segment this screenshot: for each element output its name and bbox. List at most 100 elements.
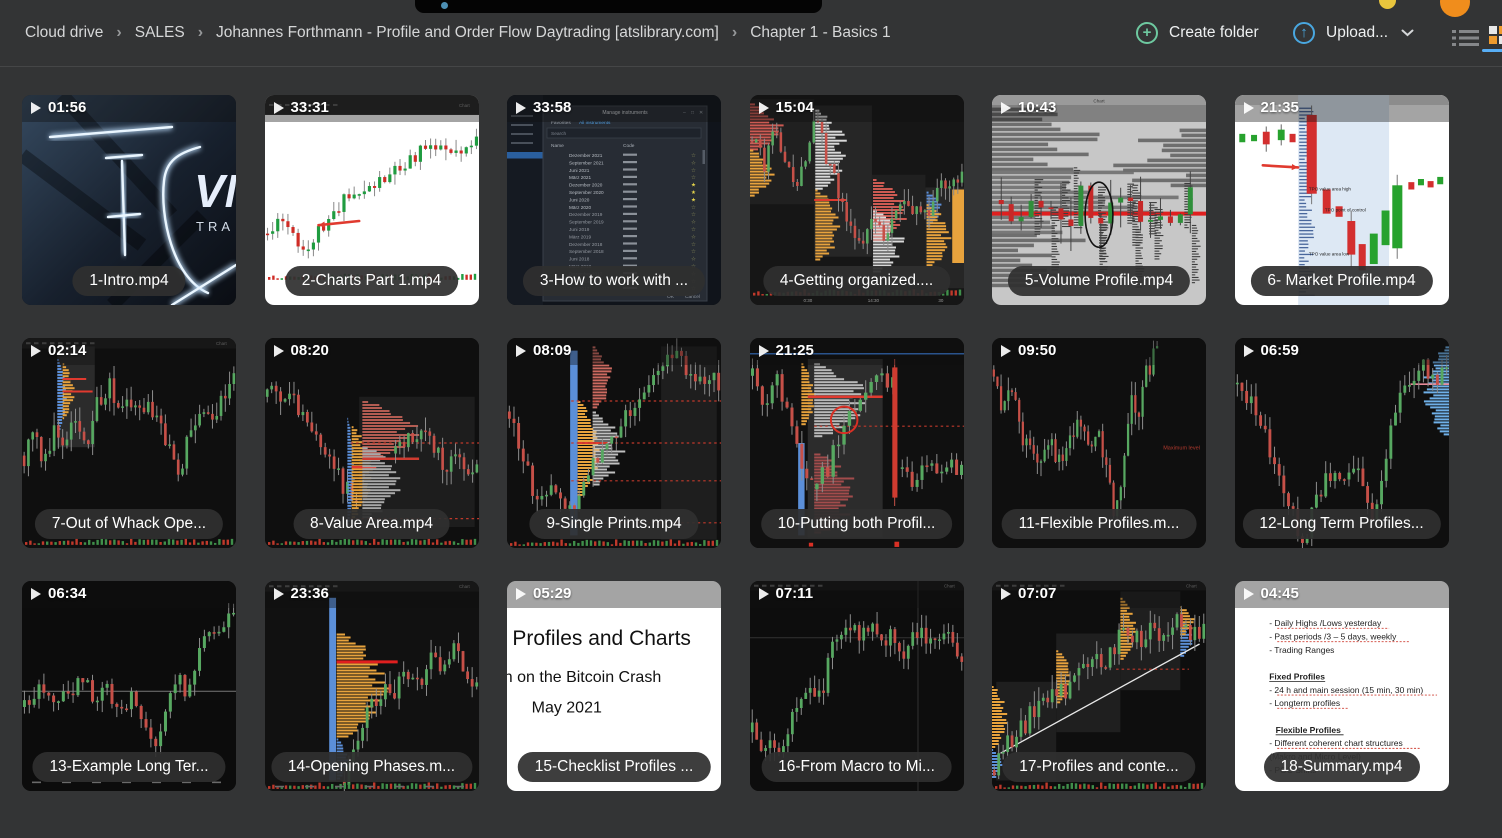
play-icon [273, 101, 284, 114]
duration-text: 01:56 [48, 99, 87, 116]
svg-text:- 24 h and main session (15: - 24 h and main session (15 min, 30 min) [1269, 685, 1423, 695]
duration-badge: 01:56 [31, 99, 86, 116]
filename-pill: 5-Volume Profile.mp4 [1007, 266, 1191, 296]
video-tile[interactable]: Chart 23:36 14-Opening Phases.m... [264, 581, 479, 791]
video-tile[interactable]: Chart 02:14 7-Out of Whack Ope... [22, 338, 236, 548]
filename-pill: 1-Intro.mp4 [72, 266, 186, 296]
breadcrumb-separator: › [731, 24, 738, 41]
svg-text:★: ★ [691, 189, 696, 196]
svg-text:☆: ☆ [691, 167, 696, 174]
svg-text:□: □ [691, 110, 694, 116]
video-tile[interactable]: - Daily Highs /Lows yesterday - Past peri… [1234, 581, 1449, 791]
duration-shade [1234, 95, 1449, 122]
svg-text:n on the Bitcoin Crash: n on the Bitcoin Crash [507, 669, 661, 686]
video-tile[interactable]: 08:20 8-Value Area.mp4 [264, 338, 479, 548]
duration-text: 33:58 [533, 99, 572, 116]
duration-badge: 33:31 [273, 99, 329, 116]
duration-shade [749, 95, 964, 122]
duration-text: 23:36 [290, 585, 329, 602]
svg-text:☆: ☆ [691, 159, 696, 166]
play-icon [273, 344, 284, 357]
video-grid: VM TRA 01:56 1-Intro.mp4 Chart 33:31 2-Ch… [22, 95, 1449, 791]
arrow-up-circle-icon: ↑ [1293, 22, 1315, 44]
video-tile[interactable]: 08:09 9-Single Prints.mp4 [507, 338, 721, 548]
play-icon [758, 101, 769, 114]
favicon-dot [441, 2, 448, 9]
play-icon [31, 101, 41, 114]
svg-text:Maximum level: Maximum level [1163, 445, 1200, 451]
upload-button[interactable]: ↑ Upload... [1293, 0, 1414, 66]
video-tile[interactable]: 21:25 10-Putting both Profil... [749, 338, 964, 548]
svg-text:Chart: Chart [216, 341, 228, 346]
svg-text:Dezember 2021: Dezember 2021 [569, 153, 603, 158]
video-tile[interactable]: 06:59 12-Long Term Profiles... [1234, 338, 1449, 548]
video-tile[interactable]: Maximum level 09:50 11-Flexible Profiles… [992, 338, 1206, 548]
duration-badge: 06:34 [31, 585, 86, 602]
svg-text:★: ★ [691, 196, 696, 203]
breadcrumb-item[interactable]: SALES [134, 24, 185, 41]
play-icon [1243, 101, 1254, 114]
create-folder-button[interactable]: + Create folder [1136, 0, 1259, 66]
svg-text:- Different coherent chart st: - Different coherent chart structures [1269, 738, 1403, 748]
play-icon [516, 344, 526, 357]
svg-text:September 2021: September 2021 [569, 160, 604, 165]
filename-pill: 10-Putting both Profil... [760, 509, 953, 539]
video-tile[interactable]: VM TRA 01:56 1-Intro.mp4 [22, 95, 236, 305]
svg-text:☆: ☆ [691, 152, 696, 159]
svg-text:Chart: Chart [459, 584, 471, 589]
svg-text:30: 30 [938, 298, 944, 303]
duration-shade [507, 581, 721, 608]
filename-pill: 6- Market Profile.mp4 [1250, 266, 1433, 296]
video-tile[interactable]: Chart 07:11 16-From Macro to Mi... [749, 581, 964, 791]
create-folder-label: Create folder [1169, 24, 1259, 41]
duration-shade [992, 338, 1206, 365]
svg-text:VM: VM [194, 165, 236, 217]
svg-text:Chart: Chart [459, 103, 471, 108]
svg-text:Dezember 2018: Dezember 2018 [569, 242, 603, 247]
duration-badge: 33:58 [516, 99, 571, 116]
svg-text:Chart: Chart [1186, 584, 1198, 589]
video-tile[interactable]: Profiles and Charts n on the Bitcoin Cras… [507, 581, 721, 791]
svg-text:☆: ☆ [691, 174, 696, 181]
svg-text:OK: OK [667, 294, 675, 300]
upload-dropdown-chevron-icon[interactable] [1401, 29, 1414, 37]
video-tile[interactable]: 06:34 13-Example Long Ter... [22, 581, 236, 791]
svg-text:Favorites: Favorites [551, 120, 571, 126]
duration-text: 21:25 [775, 342, 814, 359]
duration-badge: 09:50 [1001, 342, 1056, 359]
duration-shade [507, 95, 721, 122]
breadcrumb-item[interactable]: Chapter 1 - Basics 1 [750, 24, 891, 41]
video-tile[interactable]: Chart 33:31 2-Charts Part 1.mp4 [264, 95, 479, 305]
svg-text:☆: ☆ [691, 248, 696, 255]
play-icon [758, 344, 769, 357]
duration-shade [992, 95, 1206, 122]
svg-text:- Trading Ranges: - Trading Ranges [1269, 645, 1334, 655]
svg-text:–: – [683, 110, 686, 116]
breadcrumb-item[interactable]: Cloud drive [25, 24, 104, 41]
duration-text: 05:29 [533, 585, 572, 602]
active-view-underline [1482, 49, 1502, 52]
filename-pill: 13-Example Long Ter... [32, 752, 226, 782]
duration-badge: 08:09 [516, 342, 571, 359]
top-black-bar [415, 0, 822, 13]
svg-text:Juni 2020: Juni 2020 [569, 197, 590, 202]
video-tile[interactable]: 0:30 14:30 30 15:04 4-Getting organized...… [749, 95, 964, 305]
svg-text:Dezember 2019: Dezember 2019 [569, 212, 603, 217]
svg-text:Juni 2018: Juni 2018 [569, 257, 590, 262]
video-tile[interactable]: Chart 07:07 17-Profiles and conte... [992, 581, 1206, 791]
list-view-button[interactable] [1452, 29, 1479, 52]
video-tile[interactable]: Chart 10:43 5-Volume Profile.mp4 [992, 95, 1206, 305]
grid-view-button[interactable] [1489, 26, 1502, 51]
svg-text:September 2019: September 2019 [569, 220, 604, 225]
breadcrumb-item[interactable]: Johannes Forthmann - Profile and Order F… [216, 24, 719, 41]
play-icon [758, 587, 769, 600]
svg-text:- Daily Highs /Lows yesterday: - Daily Highs /Lows yesterday [1269, 618, 1382, 628]
svg-text:Flexible Profiles: Flexible Profiles [1275, 725, 1340, 735]
duration-text: 15:04 [775, 99, 814, 116]
play-icon [1243, 587, 1254, 600]
svg-text:TRA: TRA [196, 219, 234, 234]
filename-pill: 17-Profiles and conte... [1002, 752, 1196, 782]
video-tile[interactable]: Manage instruments – □ ✕ Favorites All instru… [507, 95, 721, 305]
duration-shade [22, 581, 236, 608]
